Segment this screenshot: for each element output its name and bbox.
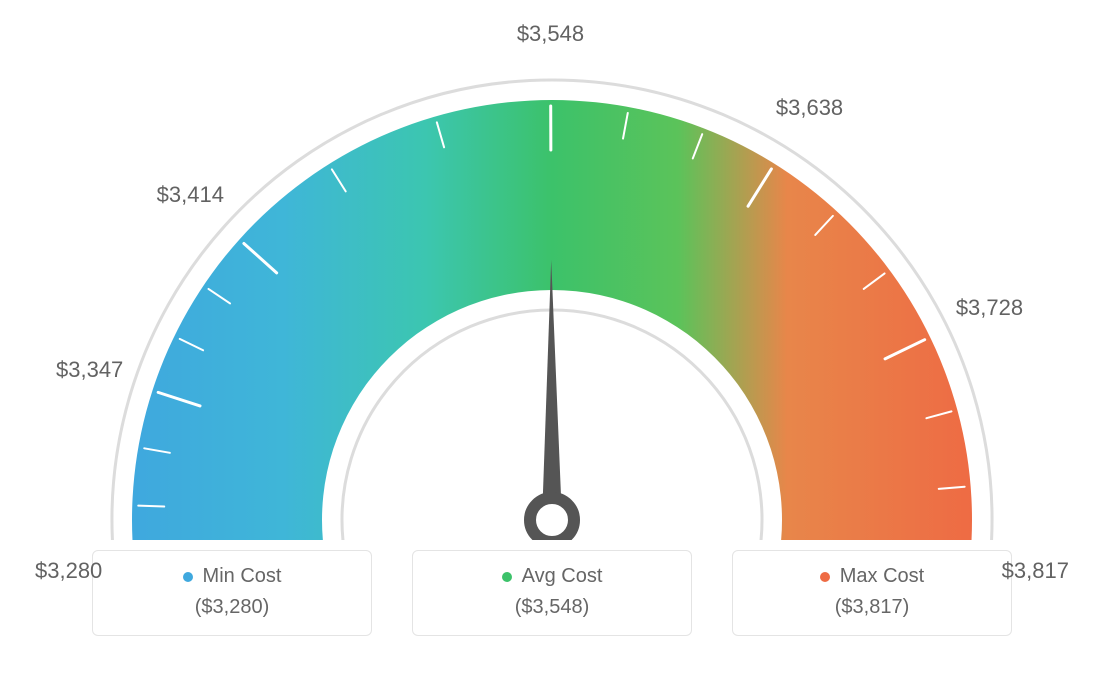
legend-label: Min Cost bbox=[203, 565, 282, 588]
gauge-tick-label: $3,817 bbox=[1002, 558, 1069, 584]
legend-dot-avg bbox=[502, 572, 512, 582]
legend-top: Avg Cost bbox=[413, 565, 691, 588]
legend-top: Min Cost bbox=[93, 565, 371, 588]
gauge-svg bbox=[0, 0, 1104, 540]
legend-dot-min bbox=[183, 572, 193, 582]
legend-row: Min Cost ($3,280) Avg Cost ($3,548) Max … bbox=[0, 550, 1104, 636]
legend-label: Max Cost bbox=[840, 565, 924, 588]
gauge-tick-label: $3,280 bbox=[35, 558, 102, 584]
legend-dot-max bbox=[820, 572, 830, 582]
legend-card-min: Min Cost ($3,280) bbox=[92, 550, 372, 636]
legend-top: Max Cost bbox=[733, 565, 1011, 588]
legend-value: ($3,548) bbox=[413, 596, 691, 619]
gauge-tick-label: $3,548 bbox=[517, 21, 584, 47]
legend-value: ($3,817) bbox=[733, 596, 1011, 619]
legend-card-avg: Avg Cost ($3,548) bbox=[412, 550, 692, 636]
gauge-tick-label: $3,347 bbox=[56, 357, 123, 383]
legend-value: ($3,280) bbox=[93, 596, 371, 619]
legend-card-max: Max Cost ($3,817) bbox=[732, 550, 1012, 636]
gauge-tick-label: $3,728 bbox=[956, 295, 1023, 321]
gauge-tick-label: $3,638 bbox=[776, 95, 843, 121]
legend-label: Avg Cost bbox=[522, 565, 603, 588]
gauge-container: $3,280$3,347$3,414$3,548$3,638$3,728$3,8… bbox=[0, 0, 1104, 540]
gauge-tick-label: $3,414 bbox=[157, 182, 224, 208]
